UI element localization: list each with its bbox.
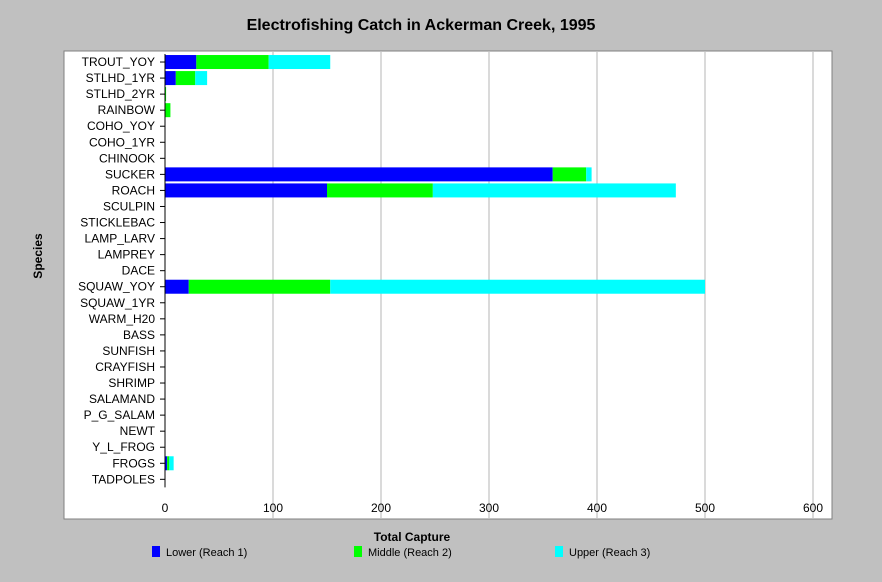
bar-segment	[165, 71, 176, 86]
y-tick-label: TADPOLES	[92, 472, 155, 486]
y-tick-label: SCULPIN	[103, 199, 155, 213]
bar-segment	[432, 183, 676, 198]
bar-segment	[165, 87, 167, 102]
y-tick-label: DACE	[122, 264, 155, 278]
x-tick-label: 600	[803, 501, 823, 515]
x-tick-label: 0	[162, 501, 169, 515]
y-tick-label: TROUT_YOY	[82, 55, 155, 69]
y-tick-label: LAMPREY	[98, 248, 155, 262]
bar-segment	[268, 55, 331, 70]
y-tick-label: LAMP_LARV	[85, 232, 155, 246]
legend-label-upper: Upper (Reach 3)	[569, 547, 651, 559]
legend: Lower (Reach 1) Middle (Reach 2) Upper (…	[0, 546, 882, 566]
x-tick-label: 200	[371, 501, 391, 515]
y-tick-label: SUCKER	[105, 167, 155, 181]
axes	[160, 54, 166, 488]
bar-segment	[165, 167, 553, 182]
bar-segment	[175, 71, 196, 86]
bar-segment	[586, 167, 592, 182]
y-tick-label: SALAMAND	[89, 392, 155, 406]
y-tick-label: STICKLEBAC	[80, 216, 155, 230]
bar-segment	[195, 71, 208, 86]
legend-swatch-upper	[555, 546, 563, 557]
bar-segment	[165, 183, 327, 198]
y-tick-label: CHINOOK	[99, 151, 155, 165]
y-axis-title: Species	[31, 233, 45, 279]
x-tick-label: 500	[695, 501, 715, 515]
y-tick-label: RAINBOW	[98, 103, 156, 117]
x-tick-labels: 0 100 200 300 400 500 600	[162, 501, 824, 515]
category-labels: TROUT_YOY STLHD_1YR STLHD_2YR RAINBOW COHO_Y…	[78, 55, 156, 486]
bar-segment	[167, 456, 170, 471]
legend-label-middle: Middle (Reach 2)	[368, 547, 452, 559]
bar-segment	[165, 55, 197, 70]
bar-segment	[165, 279, 189, 294]
y-tick-label: P_G_SALAM	[84, 408, 155, 422]
bars	[165, 55, 705, 471]
legend-label-lower: Lower (Reach 1)	[166, 547, 248, 559]
bar-segment	[188, 279, 331, 294]
bar-segment	[552, 167, 587, 182]
bar-segment	[330, 279, 705, 294]
bar-segment	[169, 456, 174, 471]
y-tick-label: SQUAW_YOY	[78, 280, 155, 294]
bar-segment	[165, 103, 171, 118]
legend-swatch-middle	[354, 546, 362, 557]
y-tick-label: STLHD_1YR	[86, 71, 156, 85]
legend-item-upper: Upper (Reach 3)	[555, 546, 650, 559]
y-tick-label: Y_L_FROG	[92, 440, 155, 454]
x-axis-title: Total Capture	[374, 530, 451, 544]
y-tick-label: NEWT	[120, 424, 156, 438]
x-tick-label: 400	[587, 501, 607, 515]
chart-title: Electrofishing Catch in Ackerman Creek, …	[246, 17, 596, 34]
y-tick-label: SQUAW_1YR	[80, 296, 155, 310]
bar-segment	[327, 183, 433, 198]
y-tick-label: COHO_1YR	[89, 135, 155, 149]
y-tick-label: WARM_H20	[89, 312, 156, 326]
x-tick-label: 300	[479, 501, 499, 515]
y-tick-label: ROACH	[112, 183, 155, 197]
bar-segment	[165, 456, 168, 471]
y-tick-label: FROGS	[112, 456, 155, 470]
legend-item-lower: Lower (Reach 1)	[152, 546, 247, 559]
x-tick-label: 100	[263, 501, 283, 515]
legend-item-middle: Middle (Reach 2)	[354, 546, 452, 559]
y-tick-label: COHO_YOY	[87, 119, 155, 133]
y-tick-label: STLHD_2YR	[86, 87, 156, 101]
bar-segment	[196, 55, 269, 70]
y-tick-label: SUNFISH	[102, 344, 155, 358]
legend-swatch-lower	[152, 546, 160, 557]
y-tick-label: SHRIMP	[108, 376, 155, 390]
y-tick-label: CRAYFISH	[95, 360, 155, 374]
y-tick-label: BASS	[123, 328, 155, 342]
